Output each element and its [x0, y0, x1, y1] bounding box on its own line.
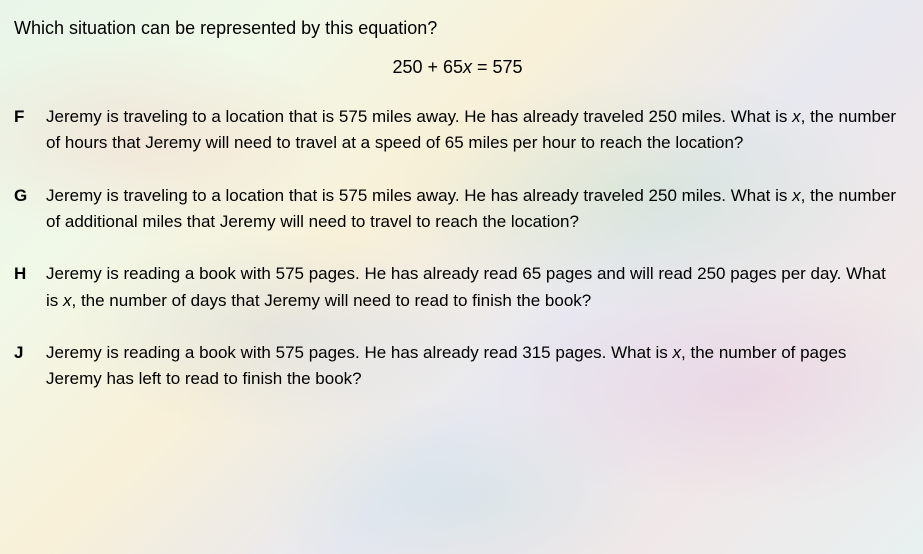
choice-h: H Jeremy is reading a book with 575 page… — [14, 261, 901, 314]
choice-letter: H — [14, 261, 46, 287]
choice-text-before: Jeremy is traveling to a location that i… — [46, 186, 792, 205]
choice-variable: x — [792, 107, 801, 126]
equation-lhs: 250 + 65 — [392, 57, 463, 77]
equation: 250 + 65x = 575 — [14, 57, 901, 78]
choice-letter: G — [14, 183, 46, 209]
choice-variable: x — [792, 186, 801, 205]
choice-variable: x — [63, 291, 72, 310]
choice-text: Jeremy is reading a book with 575 pages.… — [46, 261, 901, 314]
question-block: Which situation can be represented by th… — [14, 18, 901, 393]
equation-variable: x — [463, 57, 472, 77]
choice-g: G Jeremy is traveling to a location that… — [14, 183, 901, 236]
choice-text-before: Jeremy is traveling to a location that i… — [46, 107, 792, 126]
choice-variable: x — [673, 343, 682, 362]
question-stem: Which situation can be represented by th… — [14, 18, 901, 39]
choice-text-before: Jeremy is reading a book with 575 pages.… — [46, 343, 673, 362]
equation-rhs: = 575 — [472, 57, 523, 77]
choice-text-after: , the number of days that Jeremy will ne… — [72, 291, 592, 310]
choice-text: Jeremy is traveling to a location that i… — [46, 183, 901, 236]
choice-letter: F — [14, 104, 46, 130]
choice-j: J Jeremy is reading a book with 575 page… — [14, 340, 901, 393]
choice-letter: J — [14, 340, 46, 366]
choice-text: Jeremy is traveling to a location that i… — [46, 104, 901, 157]
choice-f: F Jeremy is traveling to a location that… — [14, 104, 901, 157]
choice-text: Jeremy is reading a book with 575 pages.… — [46, 340, 901, 393]
